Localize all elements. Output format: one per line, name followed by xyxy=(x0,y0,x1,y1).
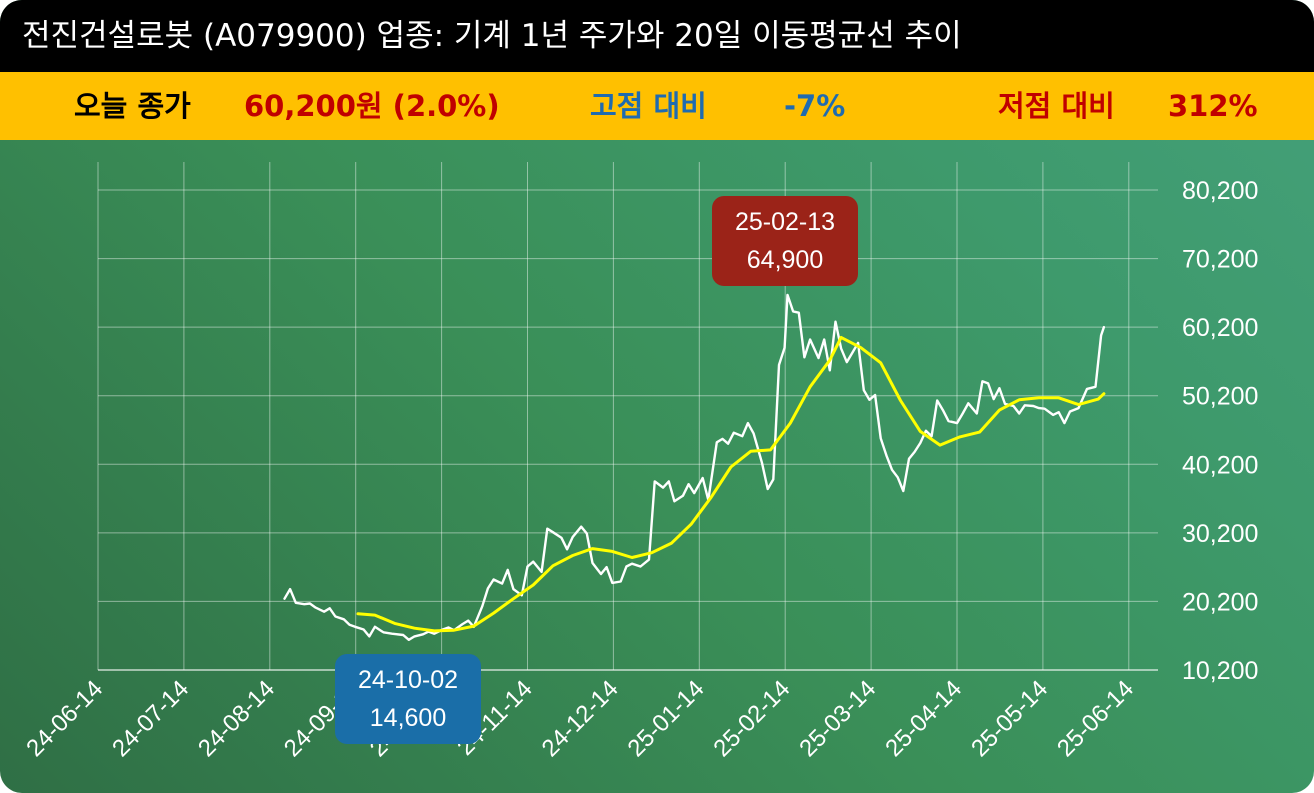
high-annotation-date: 25-02-13 xyxy=(735,208,835,236)
high-annotation-box xyxy=(712,196,858,286)
stat-bar: 오늘 종가 60,200원 (2.0%) 고점 대비 -7% 저점 대비 312… xyxy=(0,72,1314,140)
x-tick-label: 24-12-14 xyxy=(537,675,624,762)
y-tick-label: 50,200 xyxy=(1182,383,1258,411)
title-bar: 전진건설로봇 (A079900) 업종: 기계 1년 주가와 20일 이동평균선… xyxy=(0,0,1314,72)
chart-title: 전진건설로봇 (A079900) 업종: 기계 1년 주가와 20일 이동평균선… xyxy=(22,18,962,54)
x-tick-label: 25-06-14 xyxy=(1052,675,1139,762)
x-tick-label: 25-04-14 xyxy=(880,675,967,762)
x-tick-label: 24-06-14 xyxy=(21,675,108,762)
today-label: 오늘 종가 xyxy=(74,89,191,123)
high-compare-label: 고점 대비 xyxy=(590,89,707,123)
y-tick-label: 20,200 xyxy=(1182,588,1258,616)
x-tick-label: 25-02-14 xyxy=(708,675,795,762)
y-tick-label: 40,200 xyxy=(1182,451,1258,479)
y-tick-label: 80,200 xyxy=(1182,177,1258,205)
y-tick-label: 60,200 xyxy=(1182,314,1258,342)
low-annotation-value: 14,600 xyxy=(370,704,446,732)
price-series-line xyxy=(283,293,1106,641)
today-value: 60,200원 (2.0%) xyxy=(244,89,500,123)
high-compare-value: -7% xyxy=(784,89,846,123)
x-tick-label: 25-03-14 xyxy=(794,675,881,762)
y-tick-label: 70,200 xyxy=(1182,246,1258,274)
low-annotation-box xyxy=(335,654,481,744)
low-compare-label: 저점 대비 xyxy=(998,89,1115,123)
x-tick-label: 24-08-14 xyxy=(193,675,280,762)
x-tick-label: 25-05-14 xyxy=(966,675,1053,762)
y-tick-label: 10,200 xyxy=(1182,657,1258,685)
x-tick-label: 25-01-14 xyxy=(623,675,710,762)
low-annotation-date: 24-10-02 xyxy=(358,666,458,694)
high-annotation-value: 64,900 xyxy=(747,246,823,274)
ma20-series-line xyxy=(356,335,1106,633)
y-tick-label: 30,200 xyxy=(1182,520,1258,548)
low-compare-value: 312% xyxy=(1168,89,1258,123)
stock-line-chart: 80,200 70,200 60,200 50,200 40,200 30,200 20,2… xyxy=(21,162,1258,762)
x-tick-label: 24-07-14 xyxy=(107,675,194,762)
